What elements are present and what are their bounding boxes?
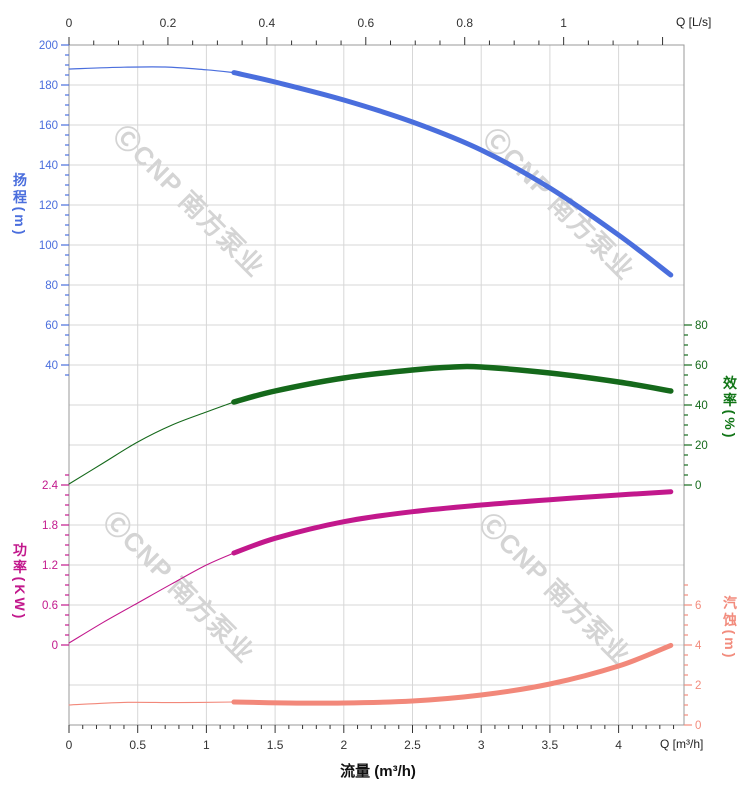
right-tick-label: 20 [695,440,708,452]
axis-label-flow: 流量 (m³/h) [340,763,416,780]
axis-bottom-flow-m3h: 0 0.5 1 1.5 2 2.5 3 3.5 4 [66,725,675,752]
curve-efficiency-thin [68,401,235,485]
axis-label-efficiency: 效率(%) [722,375,738,441]
axis-efficiency: 80 60 40 20 0 [684,320,708,492]
curve-power-thin [68,552,235,644]
axis-npsh: 6 4 2 0 [684,584,702,732]
axis-head: 200 180 160 140 120 100 80 60 40 [39,40,69,376]
left-tick-label: 1.8 [42,520,58,532]
left-tick-label: 140 [39,160,58,172]
curve-efficiency-thick [231,363,674,405]
top-tick-label: 1 [560,16,567,30]
left-tick-label: 2.4 [42,480,59,492]
left-tick-label: 60 [45,320,58,332]
plot-border [68,44,685,726]
bottom-tick-label: 0.5 [129,738,146,752]
top-tick-label: 0.8 [456,16,473,30]
curve-power-thick [231,489,674,556]
axis-label-npsh: 汽蚀(m) [722,595,738,661]
gridlines [69,45,684,725]
left-tick-label: 160 [39,120,58,132]
right-tick-label: 0 [695,720,701,732]
right-tick-label: 0 [695,480,701,492]
top-tick-label: 0 [66,16,73,30]
top-tick-label: 0.4 [259,16,276,30]
left-tick-label: 40 [45,360,58,372]
bottom-axis-unit-label: Q [m³/h] [660,737,704,751]
axis-top-flow-ls: 0 0.2 0.4 0.6 0.8 1 [66,16,664,45]
left-tick-label: 120 [39,200,58,212]
right-tick-label: 60 [695,360,708,372]
left-tick-label: 100 [39,240,58,252]
left-tick-label: 200 [39,40,58,52]
curve-npsh-thin [68,701,235,706]
top-tick-label: 0.6 [357,16,374,30]
top-tick-label: 0.2 [160,16,177,30]
axis-power: 2.4 1.8 1.2 0.6 0 [42,474,69,652]
left-tick-label: 0.6 [42,600,58,612]
left-tick-label: 180 [39,80,58,92]
axis-label-head: 扬程(m) [12,172,28,238]
bottom-tick-label: 1 [203,738,210,752]
bottom-tick-label: 4 [615,738,622,752]
curve-head-thin [68,66,235,74]
left-tick-label: 1.2 [42,560,58,572]
right-tick-label: 4 [695,640,702,652]
bottom-tick-label: 2.5 [404,738,421,752]
bottom-tick-label: 3.5 [542,738,559,752]
right-tick-label: 80 [695,320,708,332]
right-tick-label: 2 [695,680,701,692]
right-tick-label: 40 [695,400,708,412]
bottom-tick-label: 3 [478,738,485,752]
left-tick-label: 0 [52,640,58,652]
left-tick-label: 80 [45,280,58,292]
top-axis-unit-label: Q [L/s] [676,15,712,29]
bottom-tick-label: 1.5 [267,738,284,752]
bottom-tick-label: 2 [340,738,347,752]
curve-head-thick [231,70,674,278]
bottom-tick-label: 0 [66,738,73,752]
axis-label-power: 功率(KW) [12,542,28,622]
curve-npsh-thick [231,642,674,706]
right-tick-label: 6 [695,600,701,612]
